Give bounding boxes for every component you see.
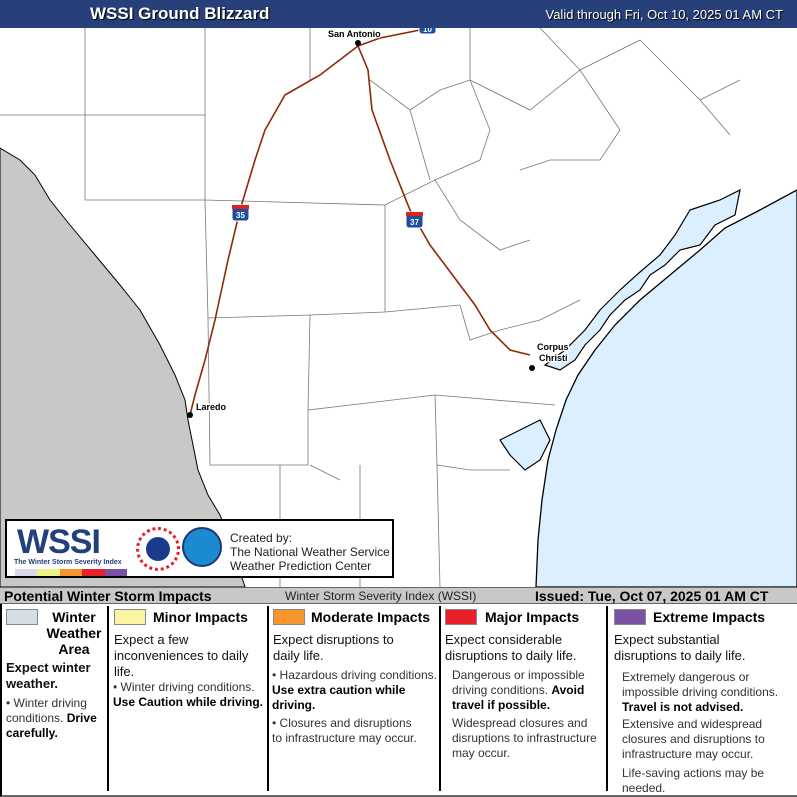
bays <box>499 188 741 471</box>
svg-text:10: 10 <box>423 28 432 34</box>
swatch <box>114 609 146 625</box>
city-label-corpus: Corpus <box>537 342 569 352</box>
legend-heading: Winter Weather Area <box>46 609 102 657</box>
created-by: Created by: <box>230 531 293 545</box>
i37-route <box>357 45 531 356</box>
svg-text:37: 37 <box>410 218 419 227</box>
gulf-water <box>535 189 797 587</box>
highway-shield-10: 10 <box>418 28 437 35</box>
legend-item: Extensive and widespread closures and di… <box>622 717 765 761</box>
legend-item: • Winter driving conditions. Use Caution… <box>113 680 264 709</box>
legend-item: • Hazardous driving conditions. Use extr… <box>272 668 437 712</box>
city-label-san-antonio: San Antonio <box>328 29 381 39</box>
swatch <box>445 609 477 625</box>
legend-title-bar: Potential Winter Storm Impacts Winter St… <box>0 587 797 604</box>
legend-lead: Expect a few inconveniences to daily lif… <box>114 632 249 679</box>
legend: Winter Weather Area Expect winter weathe… <box>0 604 797 797</box>
issued-time: Issued: Tue, Oct 07, 2025 01 AM CT <box>535 588 769 604</box>
legend-minor: Minor Impacts Expect a few inconvenience… <box>107 606 267 791</box>
city-label-christi: Christi <box>539 353 568 363</box>
map-title: WSSI Ground Blizzard <box>90 4 270 23</box>
legend-item: • Winter driving conditions. Drive caref… <box>6 696 97 740</box>
credit-wpc: Weather Prediction Center <box>230 559 372 573</box>
legend-heading: Minor Impacts <box>153 609 248 625</box>
highway-shield-37: 37 <box>405 211 424 229</box>
index-name: Winter Storm Severity Index (WSSI) <box>285 589 477 603</box>
legend-title: Potential Winter Storm Impacts <box>4 588 212 604</box>
credit-nws: The National Weather Service <box>230 545 390 559</box>
logo-panel: WSSI The Winter Storm Severity Index Cre… <box>5 519 394 578</box>
legend-lead: Expect considerable disruptions to daily… <box>445 632 577 663</box>
highway-shield-35: 35 <box>231 204 250 222</box>
wssi-color-bar <box>15 569 128 576</box>
city-label-laredo: Laredo <box>196 402 227 412</box>
legend-heading: Moderate Impacts <box>311 609 431 625</box>
legend-heading: Extreme Impacts <box>653 609 766 625</box>
legend-lead: Expect winter weather. <box>6 660 91 691</box>
swatch <box>273 609 305 625</box>
legend-moderate: Moderate Impacts Expect disruptions to d… <box>267 606 439 791</box>
i10-route <box>357 29 421 47</box>
legend-lead: Expect disruptions to daily life. <box>273 632 394 663</box>
legend-item: Dangerous or impossible driving conditio… <box>452 668 585 712</box>
city-dot-laredo <box>187 412 193 418</box>
legend-lead: Expect substantial disruptions to daily … <box>614 632 746 663</box>
legend-winter-weather-area: Winter Weather Area Expect winter weathe… <box>2 606 107 791</box>
city-dot-san-antonio <box>355 40 361 46</box>
valid-time: Valid through Fri, Oct 10, 2025 01 AM CT <box>545 7 784 22</box>
swatch <box>614 609 646 625</box>
wssi-logo: WSSI <box>17 523 101 561</box>
legend-item: • Closures and disruptions to infrastruc… <box>272 716 417 745</box>
city-dot-corpus-christi <box>529 365 535 371</box>
legend-heading: Major Impacts <box>485 609 580 625</box>
legend-extreme: Extreme Impacts Expect substantial disru… <box>606 606 797 795</box>
swatch <box>6 609 38 625</box>
header: WSSI Ground Blizzard Valid through Fri, … <box>0 0 797 28</box>
legend-item: Extremely dangerous or impossible drivin… <box>622 670 779 714</box>
map[interactable]: 35 37 10 San Antonio Laredo Corpus Chris… <box>0 28 797 587</box>
credits: Created by: The National Weather Service… <box>230 531 390 573</box>
nws-logo-icon <box>136 527 180 571</box>
legend-major: Major Impacts Expect considerable disrup… <box>439 606 606 791</box>
legend-item: Life-saving actions may be needed. <box>622 766 765 795</box>
legend-item: Widespread closures and disruptions to i… <box>452 716 597 760</box>
wssi-tagline: The Winter Storm Severity Index <box>14 559 122 566</box>
svg-text:35: 35 <box>236 211 245 220</box>
noaa-logo-icon <box>182 527 222 567</box>
